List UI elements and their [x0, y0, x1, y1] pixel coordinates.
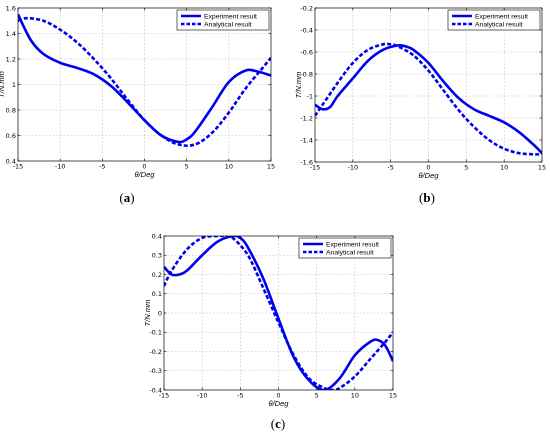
x-tick-label: -15	[13, 163, 24, 171]
chart-panel-1: -15 -10 -5 0 5 10 15 0.4 0.6 0.8 1 1.2 1.4 1.6 θ/Deg T/…	[0, 4, 275, 205]
y-tick-label: 0.8	[6, 106, 16, 114]
x-tick-label: 5	[464, 164, 468, 172]
y-tick-label: -0.1	[149, 329, 162, 337]
x-axis-label: θ/Deg	[135, 170, 156, 179]
y-tick-label: 1.6	[6, 4, 16, 12]
x-tick-label: 0	[276, 392, 280, 400]
y-tick-label: -0.4	[149, 386, 162, 394]
y-tick-label: -0.2	[149, 348, 162, 356]
x-axis-label: θ/Deg	[269, 399, 290, 408]
chart-panel-2: -15 -10 -5 0 5 10 15 -1.6 -1.4 -1.2 -1 -0.8 -0.6 -0.4…	[294, 4, 546, 205]
panel-label: (b)	[419, 190, 435, 205]
x-tick-label: -5	[387, 164, 393, 172]
legend-label: Experiment result	[326, 241, 379, 248]
x-tick-label: 15	[538, 164, 546, 172]
x-tick-label: 0	[142, 163, 146, 171]
legend-label: Analytical result	[204, 21, 252, 28]
y-tick-label: -0.2	[300, 4, 313, 12]
y-tick-label: -1.4	[300, 136, 313, 144]
y-tick-label: -0.6	[300, 48, 313, 56]
y-tick-label: -1.2	[300, 114, 313, 122]
x-tick-label: -5	[237, 392, 243, 400]
legend-label: Analytical result	[326, 249, 374, 256]
y-tick-label: -0.3	[149, 367, 162, 375]
y-tick-label: -0.4	[300, 26, 313, 34]
y-axis-label: T/N.mm	[0, 71, 6, 98]
y-tick-label: 0.6	[6, 132, 16, 140]
legend-label: Experiment result	[204, 13, 257, 20]
series-line-analytical	[18, 16, 271, 148]
panel-label: (a)	[119, 190, 134, 205]
y-tick-label: -0.8	[300, 70, 313, 78]
y-axis-label: T/N.mm	[143, 300, 152, 327]
y-tick-label: 0.4	[6, 157, 16, 165]
x-tick-label: 10	[351, 392, 359, 400]
panel-label: (c)	[271, 416, 285, 431]
x-axis-label: θ/Deg	[419, 171, 440, 180]
x-tick-label: 15	[267, 163, 275, 171]
x-tick-label: -10	[55, 163, 66, 171]
y-tick-label: 0	[158, 309, 162, 317]
y-tick-label: 0.3	[152, 252, 162, 260]
x-tick-label: 10	[225, 163, 233, 171]
series-line-experiment	[315, 43, 542, 155]
y-tick-label: 0.2	[152, 271, 162, 279]
chart-panel-3: -15 -10 -5 0 5 10 15 -0.4 -0.3 -0.2 -0.1 0 0.1 0.2 0.3…	[143, 232, 397, 431]
y-tick-label: 0.1	[152, 290, 162, 298]
x-tick-label: -15	[310, 164, 321, 172]
x-tick-label: 5	[315, 392, 319, 400]
x-tick-label: -10	[197, 392, 208, 400]
y-tick-label: 1	[12, 81, 16, 89]
x-tick-label: 0	[426, 164, 430, 172]
legend-label: Experiment result	[475, 13, 528, 20]
x-tick-label: -15	[159, 392, 170, 400]
y-tick-label: 1.4	[6, 30, 16, 38]
x-tick-label: -5	[99, 163, 105, 171]
x-tick-label: 5	[185, 163, 189, 171]
y-axis-label: T/N.mm	[294, 72, 303, 99]
x-tick-label: 10	[500, 164, 508, 172]
series-line-experiment	[164, 236, 393, 390]
y-tick-label: -1.6	[300, 158, 313, 166]
y-tick-label: 0.4	[152, 232, 162, 240]
legend-label: Analytical result	[475, 21, 523, 28]
y-tick-label: 1.2	[6, 55, 16, 63]
x-tick-label: 15	[389, 392, 397, 400]
y-tick-label: -1	[307, 92, 313, 100]
x-tick-label: -10	[348, 164, 359, 172]
series-line-analytical	[315, 42, 542, 156]
